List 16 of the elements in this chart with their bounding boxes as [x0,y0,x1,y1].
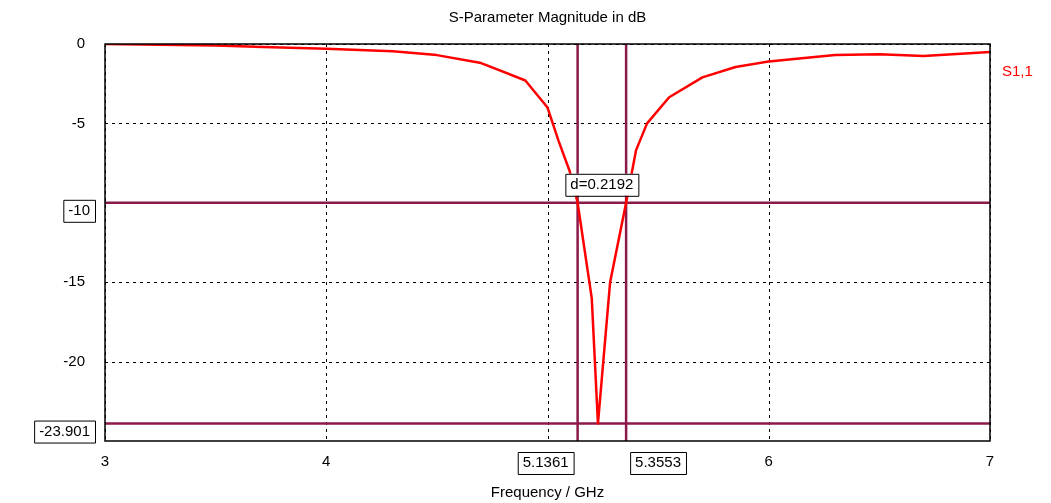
y-tick-label: -5 [71,113,85,131]
ref-line-label: 5.3553 [635,453,681,471]
x-tick-label: 3 [100,452,110,470]
x-tick-label: 7 [985,452,995,470]
y-tick-label: 0 [76,34,85,52]
y-tick-label: -20 [63,351,85,369]
ref-line-label: 5.1361 [522,453,569,471]
ref-line-label: -10 [68,200,91,218]
x-tick-label: 6 [764,452,773,470]
x-tick-label: 4 [322,452,331,470]
annotation: d=0.2192 [570,174,634,192]
y-tick-label: -15 [63,272,85,290]
ref-line-label: -23.901 [39,421,90,439]
x-axis-title: Frequency / GHz [490,483,605,501]
chart-title: S-Parameter Magnitude in dB [448,8,647,26]
series-label: S1,1 [1002,62,1033,80]
